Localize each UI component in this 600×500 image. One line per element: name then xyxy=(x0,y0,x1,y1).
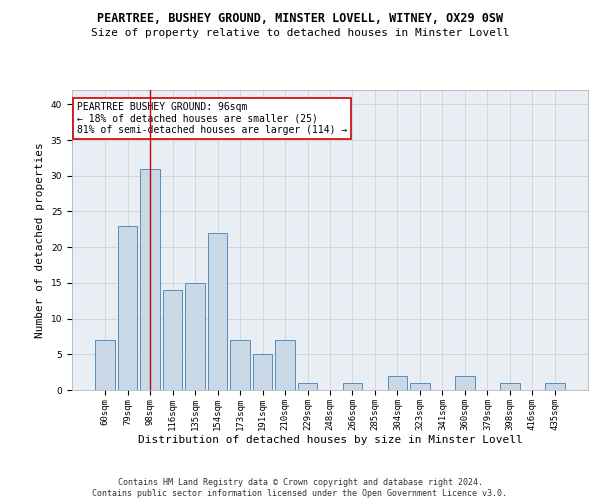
Bar xyxy=(230,340,250,390)
Bar xyxy=(140,168,160,390)
Text: PEARTREE BUSHEY GROUND: 96sqm
← 18% of detached houses are smaller (25)
81% of s: PEARTREE BUSHEY GROUND: 96sqm ← 18% of d… xyxy=(77,102,347,135)
Bar xyxy=(95,340,115,390)
X-axis label: Distribution of detached houses by size in Minster Lovell: Distribution of detached houses by size … xyxy=(137,436,523,446)
Y-axis label: Number of detached properties: Number of detached properties xyxy=(35,142,45,338)
Bar xyxy=(208,233,227,390)
Bar xyxy=(500,383,520,390)
Text: PEARTREE, BUSHEY GROUND, MINSTER LOVELL, WITNEY, OX29 0SW: PEARTREE, BUSHEY GROUND, MINSTER LOVELL,… xyxy=(97,12,503,26)
Text: Size of property relative to detached houses in Minster Lovell: Size of property relative to detached ho… xyxy=(91,28,509,38)
Bar xyxy=(343,383,362,390)
Bar xyxy=(275,340,295,390)
Bar xyxy=(163,290,182,390)
Bar xyxy=(253,354,272,390)
Bar xyxy=(410,383,430,390)
Bar xyxy=(388,376,407,390)
Text: Contains HM Land Registry data © Crown copyright and database right 2024.
Contai: Contains HM Land Registry data © Crown c… xyxy=(92,478,508,498)
Bar xyxy=(118,226,137,390)
Bar xyxy=(545,383,565,390)
Bar xyxy=(455,376,475,390)
Bar xyxy=(185,283,205,390)
Bar xyxy=(298,383,317,390)
